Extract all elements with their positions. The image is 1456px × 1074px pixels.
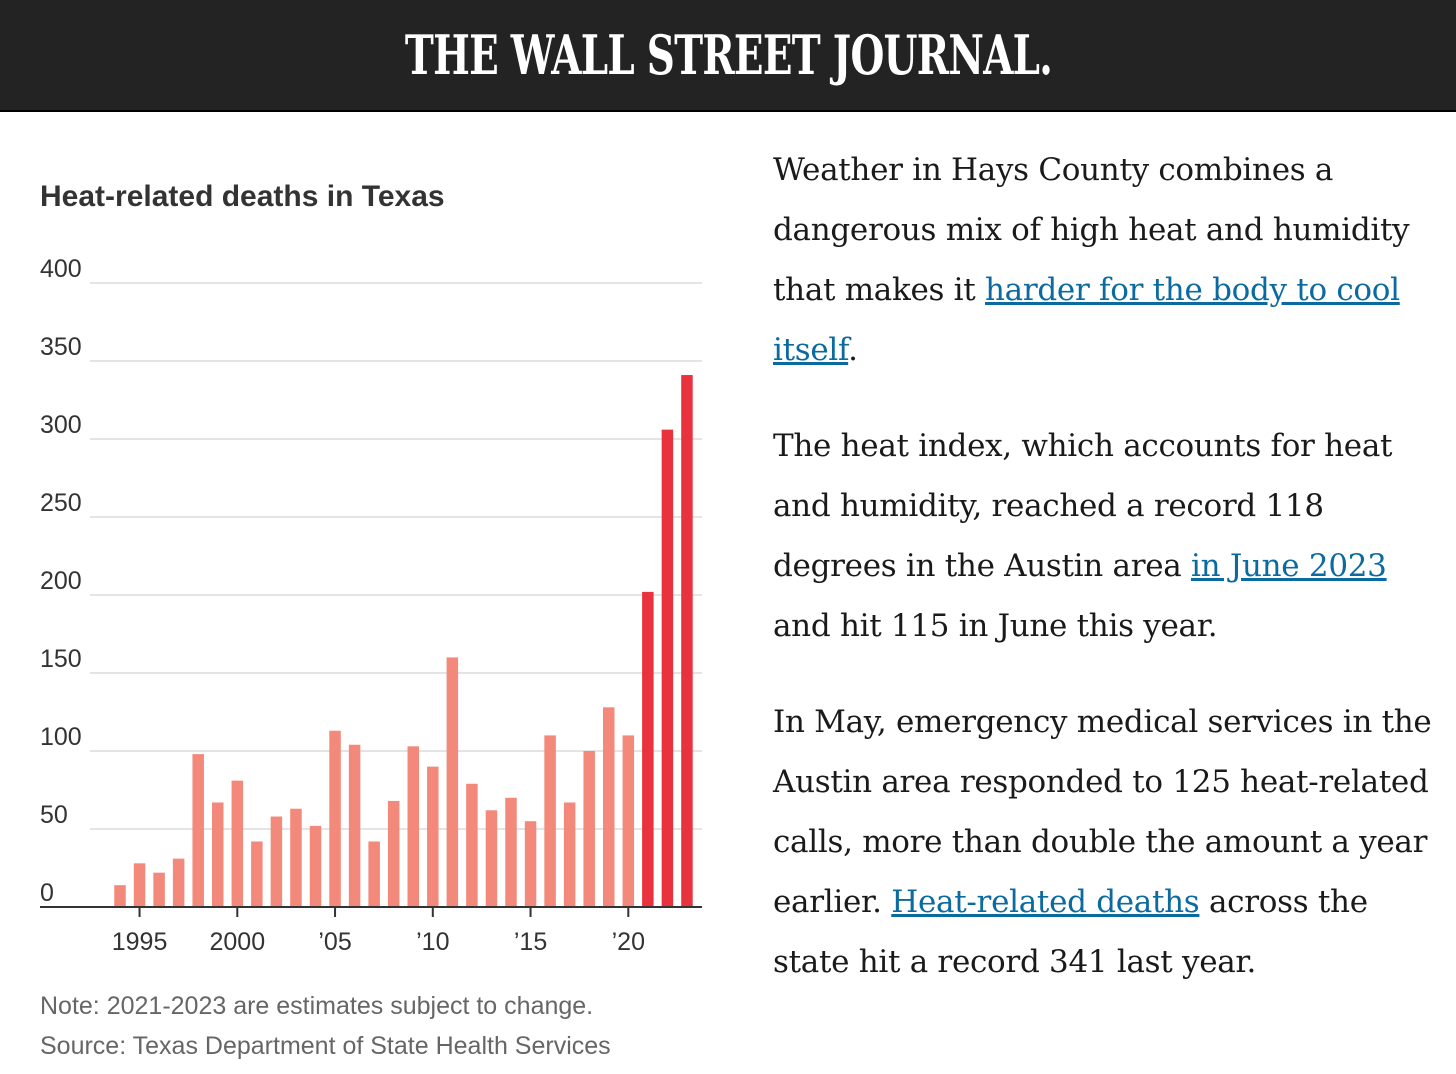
bar-2012[interactable] <box>466 783 478 907</box>
bar-2023[interactable] <box>681 375 693 907</box>
publication-logo[interactable]: THE WALL STREET JOURNAL. <box>404 23 1052 87</box>
y-tick-label: 350 <box>40 333 82 361</box>
y-tick-label: 0 <box>40 879 54 907</box>
x-tick-label: ’20 <box>612 928 645 956</box>
x-tick-label: ’10 <box>416 928 449 956</box>
bar-1996[interactable] <box>153 872 165 907</box>
y-tick-label: 50 <box>40 801 68 829</box>
bar-2004[interactable] <box>309 825 322 907</box>
x-tick-label: 1995 <box>112 928 168 956</box>
bar-2002[interactable] <box>270 816 283 907</box>
bar-2016[interactable] <box>544 735 556 907</box>
bar-2017[interactable] <box>563 802 576 907</box>
bar-2020[interactable] <box>622 735 635 907</box>
link-body-cool-itself[interactable]: harder for the body to cool itself <box>773 272 1400 368</box>
bar-2005[interactable] <box>329 730 341 907</box>
bar-1995[interactable] <box>133 863 146 907</box>
bar-2015[interactable] <box>524 821 537 907</box>
y-tick-label: 200 <box>40 567 82 595</box>
bar-2008[interactable] <box>387 800 400 907</box>
y-tick-label: 150 <box>40 645 82 673</box>
bar-2001[interactable] <box>251 841 263 907</box>
bar-2000[interactable] <box>231 780 244 907</box>
x-tick-label: ’15 <box>514 928 547 956</box>
chart-notes: Note: 2021-2023 are estimates subject to… <box>40 986 611 1066</box>
chart-source: Source: Texas Department of State Health… <box>40 1032 611 1060</box>
bar-2018[interactable] <box>583 751 595 907</box>
bar-2010[interactable] <box>427 766 439 907</box>
article-paragraph: In May, emergency medical services in th… <box>773 704 1432 980</box>
bar-chart: 0 50 100 150 200 250 300 350 400 1995 2000 ’05 ’10 ’… <box>40 255 702 956</box>
bar-1999[interactable] <box>212 802 224 907</box>
link-heat-related-deaths[interactable]: Heat-related deaths <box>891 884 1200 920</box>
bar-2022[interactable] <box>661 429 674 907</box>
chart-title: Heat-related deaths in Texas <box>40 180 445 213</box>
bar-1997[interactable] <box>172 858 185 907</box>
y-tick-label: 400 <box>40 255 82 283</box>
article-paragraph: The heat index, which accounts for heat … <box>773 428 1393 644</box>
article-paragraph: Weather in Hays County combines a danger… <box>773 152 1410 368</box>
y-tick-label: 100 <box>40 723 82 751</box>
bar-1994[interactable] <box>114 885 126 907</box>
bar-2003[interactable] <box>290 808 302 907</box>
bar-2021[interactable] <box>642 591 654 907</box>
y-tick-label: 250 <box>40 489 82 517</box>
y-tick-label: 300 <box>40 411 82 439</box>
bar-1998[interactable] <box>192 754 204 907</box>
bar-2019[interactable] <box>603 707 615 907</box>
bar-2014[interactable] <box>505 797 517 907</box>
masthead: THE WALL STREET JOURNAL. <box>0 0 1456 112</box>
bar-2007[interactable] <box>368 841 380 907</box>
bar-2013[interactable] <box>485 810 498 907</box>
x-tick-label: 2000 <box>209 928 265 956</box>
bar-2011[interactable] <box>446 657 459 907</box>
link-june-2023[interactable]: in June 2023 <box>1191 548 1387 584</box>
bar-2006[interactable] <box>348 744 361 907</box>
chart-note: Note: 2021-2023 are estimates subject to… <box>40 992 594 1020</box>
article-body: Weather in Hays County combines a danger… <box>773 140 1433 1028</box>
x-tick-label: ’05 <box>318 928 351 956</box>
bar-2009[interactable] <box>407 746 420 907</box>
